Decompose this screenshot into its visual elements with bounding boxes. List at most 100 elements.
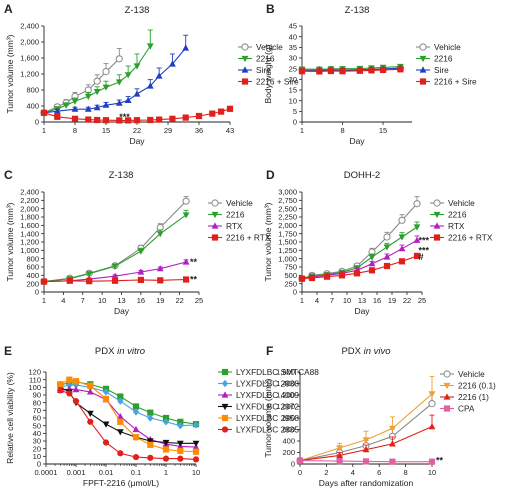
data-point bbox=[137, 276, 144, 284]
data-point bbox=[383, 262, 391, 270]
y-tick-label: 2,400 bbox=[20, 22, 39, 31]
panel-label: A bbox=[4, 2, 13, 16]
data-point bbox=[155, 72, 163, 79]
series-2216-sire bbox=[40, 105, 234, 124]
data-point bbox=[102, 439, 110, 446]
y-tick-label: 40 bbox=[289, 32, 297, 41]
data-point bbox=[86, 388, 94, 395]
data-point bbox=[368, 254, 376, 261]
data-point bbox=[116, 429, 124, 436]
y-tick-label: 90 bbox=[33, 391, 41, 400]
legend-label: 2216 (1) bbox=[458, 392, 489, 402]
panel-e: E PDX in vitro010203040506070809010011012… bbox=[4, 344, 319, 488]
data-point bbox=[66, 376, 73, 383]
y-tick-label: 750 bbox=[284, 263, 297, 272]
y-tick-label: 800 bbox=[26, 86, 39, 95]
y-tick-label: 0 bbox=[293, 288, 297, 297]
legend-label: LYXFDLBC SMTCA88 bbox=[236, 367, 319, 377]
data-point bbox=[72, 386, 80, 393]
legend-marker bbox=[419, 66, 427, 73]
y-tick-label: 25 bbox=[289, 64, 297, 73]
panel-title: Z-138 bbox=[125, 5, 150, 16]
y-tick-label: 1,600 bbox=[276, 368, 295, 377]
data-point bbox=[54, 113, 61, 120]
y-tick-label: 0 bbox=[293, 118, 297, 127]
data-point bbox=[40, 278, 48, 285]
series-sire bbox=[40, 34, 190, 116]
data-point bbox=[57, 387, 64, 394]
legend-label: 2216 + RTX bbox=[226, 233, 271, 243]
data-point bbox=[117, 418, 124, 425]
data-point bbox=[133, 90, 141, 97]
data-point bbox=[124, 72, 132, 79]
y-tick-label: 1,000 bbox=[276, 402, 295, 411]
y-tick-label: 3,000 bbox=[278, 188, 297, 197]
data-point bbox=[162, 414, 170, 422]
legend-item: LYXFDLBC 2958 bbox=[218, 413, 299, 423]
panel-c: C Z-13802004006008001,0001,2001,4001,6001… bbox=[4, 168, 271, 316]
data-point bbox=[133, 117, 141, 124]
data-point bbox=[156, 231, 164, 238]
data-point bbox=[368, 267, 376, 274]
data-point bbox=[192, 456, 200, 463]
panel-title: Z-138 bbox=[345, 5, 370, 16]
x-tick-label: 43 bbox=[226, 126, 234, 135]
y-tick-label: 800 bbox=[282, 414, 295, 423]
data-point bbox=[115, 79, 123, 86]
y-tick-label: 2,500 bbox=[278, 204, 297, 213]
x-tick-label: 22 bbox=[403, 296, 411, 305]
series-vehicle bbox=[40, 196, 190, 286]
series-cpa bbox=[296, 457, 436, 465]
data-point bbox=[102, 84, 110, 91]
data-point bbox=[132, 425, 140, 433]
data-point bbox=[117, 393, 124, 400]
data-point bbox=[169, 115, 176, 122]
x-tick-label: 15 bbox=[379, 126, 387, 135]
series-2216-1- bbox=[296, 414, 436, 464]
legend-marker bbox=[221, 403, 229, 411]
x-tick-label: 7 bbox=[330, 296, 334, 305]
data-point bbox=[147, 409, 154, 416]
x-tick-label: 1 bbox=[42, 296, 46, 305]
legend-marker bbox=[419, 55, 427, 63]
data-point bbox=[182, 258, 190, 265]
x-tick-label: 36 bbox=[195, 126, 203, 135]
legend-label: 2216 (0.1) bbox=[458, 381, 496, 391]
legend-label: Vehicle bbox=[256, 42, 283, 52]
data-point bbox=[182, 212, 190, 219]
data-point bbox=[111, 272, 119, 279]
x-tick-label: 0.1 bbox=[131, 468, 141, 477]
data-point bbox=[87, 418, 94, 425]
data-point bbox=[102, 68, 110, 76]
data-point bbox=[86, 278, 93, 285]
panel-label: C bbox=[4, 168, 13, 182]
panel-d: D DOHH-2 02505007501,0001,2501,5001,7502,0… bbox=[263, 168, 493, 316]
x-axis-label: Days after randomization bbox=[319, 478, 414, 488]
legend-label: LYXFDLBC 2938 bbox=[236, 379, 299, 389]
y-tick-label: 2,000 bbox=[20, 204, 39, 213]
data-point bbox=[132, 454, 140, 461]
x-tick-label: 16 bbox=[137, 296, 145, 305]
legend-label: Vehicle bbox=[458, 369, 485, 379]
legend-label: 2216 bbox=[448, 210, 467, 220]
legend-marker bbox=[211, 222, 219, 229]
data-point bbox=[177, 447, 184, 455]
y-tick-label: 1,200 bbox=[20, 70, 39, 79]
legend-marker bbox=[443, 405, 451, 412]
y-tick-label: 200 bbox=[282, 448, 295, 457]
x-axis-label: Day bbox=[349, 136, 365, 146]
y-tick-label: 400 bbox=[26, 271, 39, 280]
data-point bbox=[298, 275, 306, 282]
y-axis-label: Body weight (g) bbox=[263, 44, 273, 103]
data-point bbox=[413, 252, 421, 260]
y-axis-label: Tumor volume (mm³) bbox=[5, 202, 15, 281]
significance-annotation: *** bbox=[119, 112, 130, 122]
data-point bbox=[147, 116, 154, 124]
data-point bbox=[147, 441, 154, 448]
y-tick-label: 1,400 bbox=[276, 379, 295, 388]
data-point bbox=[413, 236, 421, 243]
y-tick-label: 50 bbox=[33, 421, 41, 430]
data-point bbox=[218, 108, 225, 115]
data-point bbox=[413, 224, 421, 231]
y-tick-label: 0 bbox=[37, 460, 41, 469]
